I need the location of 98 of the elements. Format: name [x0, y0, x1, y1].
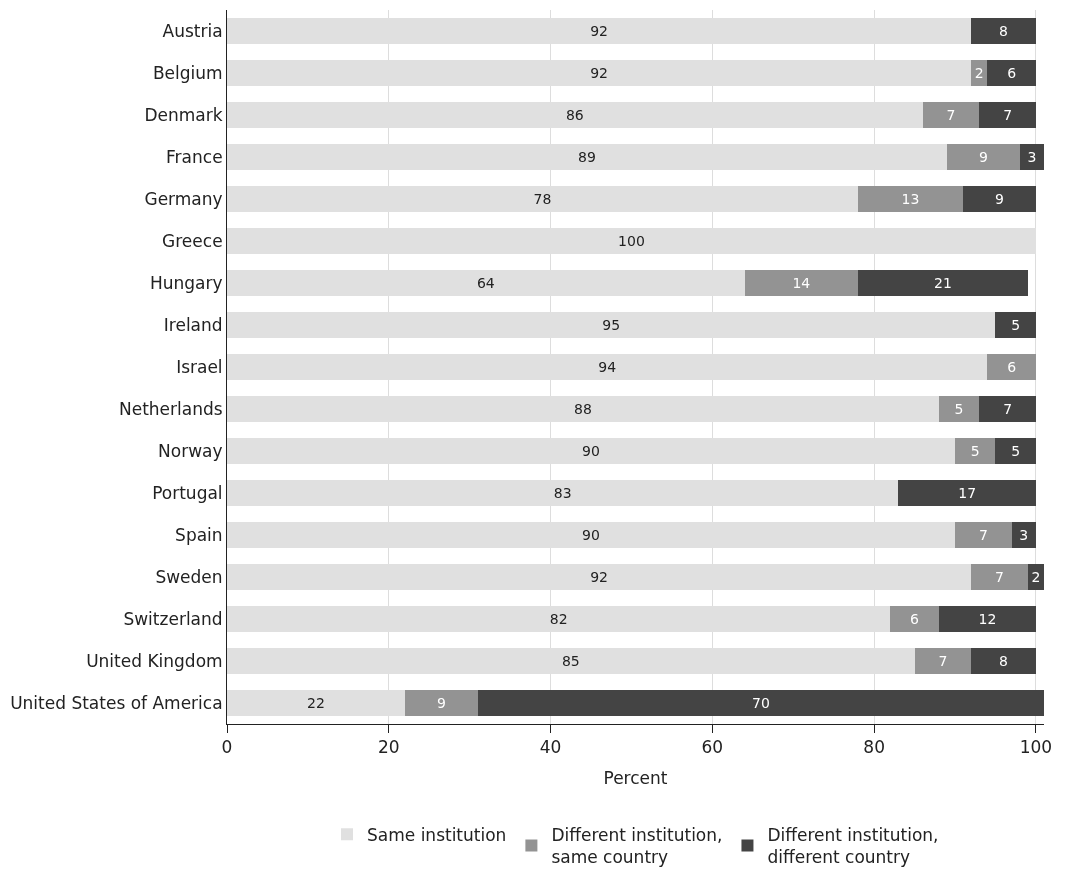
- data-label: 6: [1007, 359, 1017, 375]
- legend-label: Different institution, different country: [767, 825, 939, 868]
- data-label: 86: [565, 107, 584, 123]
- bar: [946, 143, 1020, 171]
- data-label: 85: [561, 653, 580, 669]
- bar: [404, 689, 478, 717]
- data-label: 70: [751, 695, 770, 711]
- y-tick-label: Ireland: [163, 314, 223, 335]
- bar: [979, 101, 1036, 129]
- data-label: 8: [999, 653, 1009, 669]
- y-tick-label: Greece: [162, 230, 223, 251]
- x-tick-label: 0: [221, 737, 233, 758]
- data-label: 7: [995, 569, 1004, 585]
- bar: [979, 395, 1036, 423]
- bar: [898, 479, 1036, 507]
- bar: [914, 647, 972, 675]
- bar: [995, 311, 1036, 339]
- bar: [955, 521, 1012, 549]
- bar: [922, 101, 980, 129]
- data-label: 7: [978, 527, 988, 543]
- y-tick-label: Switzerland: [123, 608, 223, 629]
- data-label: 9: [995, 191, 1004, 207]
- data-label: 88: [574, 401, 592, 417]
- bar: [744, 269, 858, 297]
- y-tick-label: Norway: [158, 440, 223, 461]
- data-label: 5: [1011, 443, 1021, 459]
- data-label: 13: [901, 191, 920, 207]
- data-label: 2: [1031, 569, 1041, 585]
- data-label: 9: [978, 149, 988, 165]
- data-label: 90: [582, 527, 600, 543]
- data-label: 89: [578, 149, 596, 165]
- y-tick-label: United States of America: [10, 692, 223, 713]
- data-label: 64: [476, 275, 495, 291]
- x-tick-label: 80: [863, 737, 885, 758]
- bar: [995, 437, 1036, 465]
- data-label: 92: [590, 23, 609, 39]
- data-label: 78: [533, 191, 552, 207]
- data-label: 3: [1027, 149, 1037, 165]
- bar: [857, 185, 964, 213]
- y-tick-label: Austria: [162, 20, 223, 41]
- bar: [971, 563, 1028, 591]
- data-label: 2: [974, 65, 984, 81]
- bar: [1019, 143, 1044, 171]
- y-tick-label: Israel: [176, 356, 223, 377]
- data-label: 8: [999, 23, 1009, 39]
- x-axis-title: Percent: [603, 767, 668, 788]
- bar: [987, 353, 1036, 381]
- data-label: 7: [938, 653, 948, 669]
- data-label: 92: [590, 569, 609, 585]
- data-label: 5: [970, 443, 980, 459]
- data-label: 12: [978, 611, 997, 627]
- bar: [955, 437, 996, 465]
- bar: [963, 185, 1036, 213]
- bar: [938, 605, 1036, 633]
- data-label: 7: [1003, 401, 1013, 417]
- y-tick-label: Denmark: [144, 104, 223, 125]
- data-label: 9: [436, 695, 446, 711]
- y-tick-label: United Kingdom: [86, 650, 223, 671]
- y-tick-label: France: [166, 146, 223, 167]
- data-label: 92: [590, 65, 609, 81]
- data-label: 6: [910, 611, 920, 627]
- legend-label: Different institution, same country: [551, 825, 723, 868]
- data-label: 94: [598, 359, 617, 375]
- bar: [857, 269, 1028, 297]
- data-label: 6: [1007, 65, 1017, 81]
- y-tick-label: Spain: [175, 524, 223, 545]
- bar: [890, 605, 939, 633]
- bar: [971, 647, 1036, 675]
- bar: [1011, 521, 1036, 549]
- data-label: 100: [618, 233, 645, 249]
- data-label: 14: [792, 275, 811, 291]
- bar: [477, 689, 1044, 717]
- data-label: 5: [1011, 317, 1021, 333]
- x-tick-label: 40: [539, 737, 562, 758]
- x-tick-label: 20: [377, 737, 400, 758]
- data-label: 7: [946, 107, 956, 123]
- x-tick-label: 100: [1019, 737, 1053, 758]
- y-tick-label: Portugal: [152, 482, 223, 503]
- data-label: 22: [307, 695, 325, 711]
- bar: [987, 59, 1036, 87]
- data-label: 83: [553, 485, 572, 501]
- data-label: 90: [582, 443, 600, 459]
- y-tick-label: Netherlands: [118, 398, 223, 419]
- data-label: 21: [933, 275, 952, 291]
- bar: [938, 395, 980, 423]
- y-tick-label: Belgium: [152, 62, 223, 83]
- data-label: 95: [602, 317, 621, 333]
- bar: [971, 17, 1036, 45]
- y-tick-label: Germany: [144, 188, 223, 209]
- data-label: 5: [954, 401, 964, 417]
- data-label: 82: [549, 611, 568, 627]
- y-tick-label: Sweden: [155, 566, 223, 587]
- data-label: 3: [1019, 527, 1029, 543]
- x-tick-label: 60: [701, 737, 724, 758]
- data-label: 7: [1003, 107, 1013, 123]
- data-label: 17: [958, 485, 977, 501]
- y-tick-label: Hungary: [150, 272, 223, 293]
- legend-label: Same institution: [367, 825, 507, 845]
